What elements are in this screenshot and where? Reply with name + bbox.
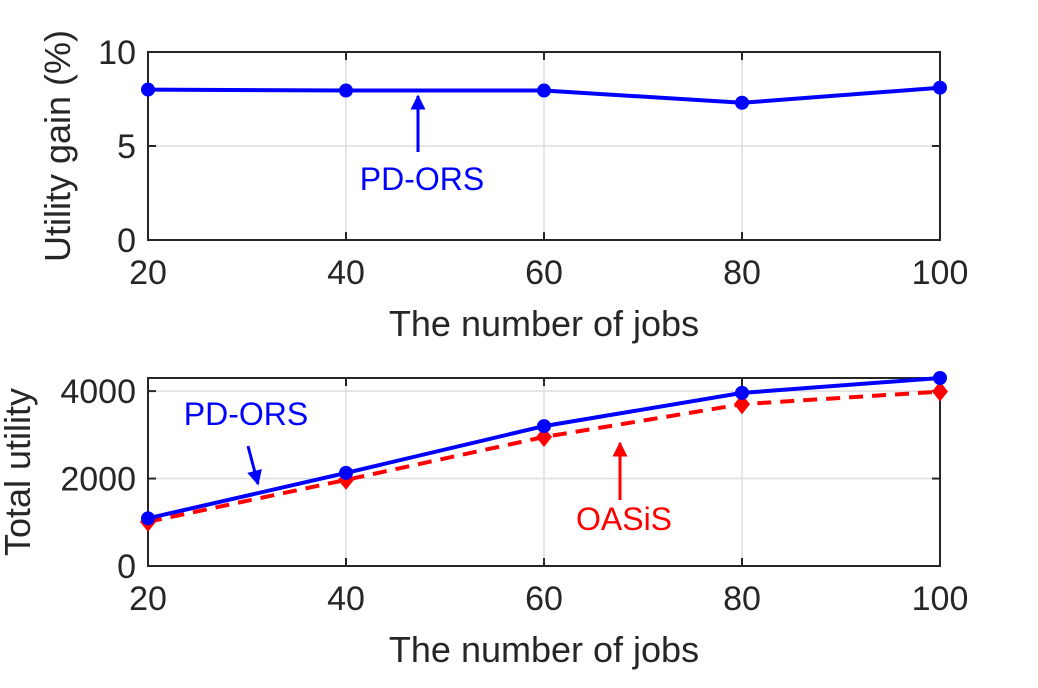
series-pd-ors bbox=[141, 371, 947, 526]
y-tick-label: 2000 bbox=[60, 461, 136, 499]
x-tick-label: 20 bbox=[129, 254, 167, 292]
x-tick-label: 60 bbox=[525, 254, 563, 292]
data-point bbox=[932, 381, 948, 402]
y-tick-label: 4000 bbox=[60, 373, 136, 411]
data-point bbox=[536, 427, 552, 448]
data-point bbox=[734, 394, 750, 415]
data-point bbox=[339, 83, 353, 98]
y-axis-label: Total utility bbox=[0, 388, 38, 556]
x-tick-label: 80 bbox=[723, 580, 761, 618]
data-point bbox=[933, 80, 947, 95]
data-point bbox=[735, 95, 749, 110]
x-axis-label: The number of jobs bbox=[389, 303, 699, 344]
x-tick-label: 40 bbox=[327, 580, 365, 618]
data-point bbox=[339, 465, 353, 480]
panel-2: 20 40 60 80 100 0 2000 4000 The number of jobs To… bbox=[0, 371, 968, 670]
y-tick-label: 0 bbox=[117, 222, 136, 260]
data-point bbox=[141, 511, 155, 526]
x-tick-label: 60 bbox=[525, 580, 563, 618]
annotation-label: OASiS bbox=[576, 501, 672, 537]
annotation-label: PD-ORS bbox=[360, 161, 484, 197]
x-tick-label: 20 bbox=[129, 580, 167, 618]
data-point bbox=[537, 83, 551, 98]
x-tick-label: 80 bbox=[723, 254, 761, 292]
data-point bbox=[933, 371, 947, 385]
panel-1: 20 40 60 80 100 0 5 10 The number of jobs Utility… bbox=[37, 30, 968, 344]
x-axis-label: The number of jobs bbox=[389, 629, 699, 670]
x-tick-label: 100 bbox=[912, 580, 969, 618]
data-point bbox=[735, 385, 749, 400]
x-tick-label: 40 bbox=[327, 254, 365, 292]
y-tick-label: 10 bbox=[98, 34, 136, 72]
series-pd-ors bbox=[141, 80, 947, 110]
annotation-label: PD-ORS bbox=[184, 396, 308, 432]
y-tick-label: 0 bbox=[117, 548, 136, 586]
y-axis-label: Utility gain (%) bbox=[37, 30, 78, 262]
x-tick-label: 100 bbox=[912, 254, 969, 292]
data-point bbox=[141, 82, 155, 97]
y-tick-label: 5 bbox=[117, 128, 136, 166]
annotation-arrow bbox=[246, 445, 262, 486]
data-point bbox=[537, 419, 551, 434]
